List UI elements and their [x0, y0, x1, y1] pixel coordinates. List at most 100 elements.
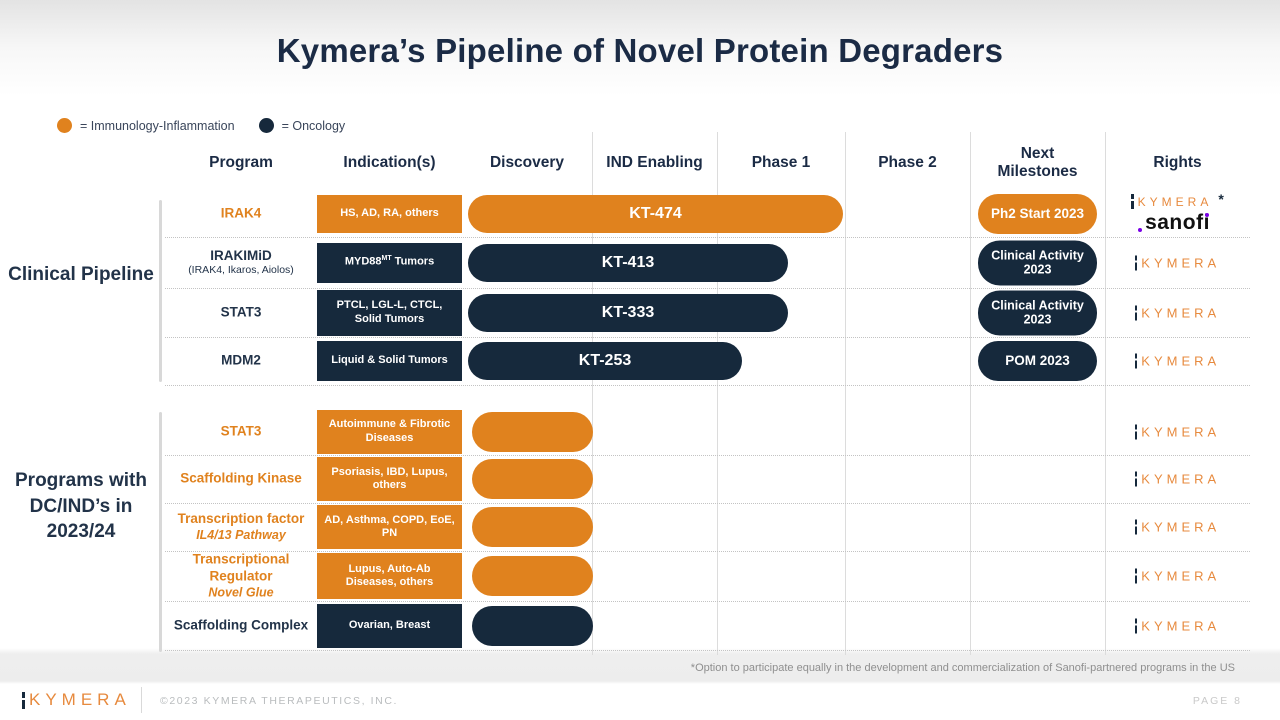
- row-separator: [165, 337, 1250, 338]
- pipeline-row-stat3-preclinical: STAT3 Autoimmune & Fibrotic Diseases KYM…: [0, 408, 1280, 455]
- indication-box: Ovarian, Breast: [317, 603, 462, 648]
- kymera-logo: KYMERA: [1134, 424, 1220, 439]
- discovery-pill: [472, 556, 593, 596]
- row-separator: [165, 650, 1250, 651]
- kymera-logo: KYMERA: [1134, 353, 1220, 369]
- sanofi-logo: sanofi: [1138, 210, 1210, 234]
- column-header-ind-enabling: IND Enabling: [606, 154, 703, 172]
- indication-box: PTCL, LGL-L, CTCL, Solid Tumors: [317, 289, 462, 336]
- column-header-next-milestones: Next Milestones: [997, 145, 1078, 180]
- grid-vline: [970, 132, 971, 655]
- row-separator: [165, 385, 1250, 386]
- pipeline-bar-kt253: KT-253: [468, 342, 742, 380]
- milestone-pill: Clinical Activity 2023: [978, 240, 1097, 285]
- kymera-mark-icon: [1134, 255, 1138, 270]
- immunology-dot-icon: [57, 118, 72, 133]
- column-header-discovery: Discovery: [489, 154, 565, 172]
- kymera-mark-icon: [1134, 305, 1138, 320]
- section-label-dc-ind-programs: Programs with DC/IND’s in 2023/24: [15, 470, 147, 543]
- section-divider: [159, 412, 162, 652]
- pipeline-bar-kt413: KT-413: [468, 243, 788, 282]
- discovery-pill: [472, 605, 593, 646]
- indication-box: Psoriasis, IBD, Lupus, others: [317, 457, 462, 501]
- pipeline-row-scaffolding-complex: Scaffolding Complex Ovarian, Breast KYME…: [0, 601, 1280, 650]
- indication-box: Liquid & Solid Tumors: [317, 341, 462, 381]
- discovery-pill: [472, 507, 593, 547]
- rights-cell: KYMERA: [1105, 305, 1250, 320]
- row-separator: [165, 551, 1250, 552]
- indication-box: Autoimmune & Fibrotic Diseases: [317, 409, 462, 454]
- column-header-indications: Indication(s): [343, 154, 436, 172]
- pipeline-bar-kt474: KT-474: [468, 195, 843, 233]
- grid-vline: [717, 132, 718, 655]
- kymera-mark-icon: [1134, 568, 1138, 584]
- rights-cell: KYMERA * sanofi: [1105, 184, 1250, 244]
- program-label: STAT3: [220, 423, 262, 439]
- discovery-pill: [472, 411, 593, 452]
- row-separator: [165, 455, 1250, 456]
- program-label: IRAK4: [220, 205, 262, 221]
- column-header-rights: Rights: [1153, 154, 1202, 172]
- row-separator: [165, 503, 1250, 504]
- kymera-logo: KYMERA: [1134, 471, 1220, 487]
- row-separator: [165, 288, 1250, 289]
- grid-vline: [845, 132, 846, 655]
- pipeline-row-stat3-clinical: STAT3 PTCL, LGL-L, CTCL, Solid Tumors KT…: [0, 288, 1280, 337]
- rights-cell: KYMERA: [1105, 424, 1250, 439]
- sanofi-option-asterisk: *: [1218, 190, 1224, 207]
- rights-cell: KYMERA: [1105, 255, 1250, 270]
- kymera-logo: KYMERA: [1134, 519, 1220, 535]
- legend-oncology-label: = Oncology: [281, 118, 346, 133]
- program-label: Scaffolding Kinase: [180, 470, 302, 486]
- rights-cell: KYMERA: [1105, 471, 1250, 487]
- pipeline-row-irakimid: IRAKIMiD (IRAK4, Ikaros, Aiolos) MYD88MT…: [0, 237, 1280, 288]
- grid-vline: [592, 132, 593, 655]
- section-divider: [159, 200, 162, 382]
- kymera-mark-icon: [1134, 618, 1138, 633]
- discovery-pill: [472, 459, 593, 499]
- kymera-logo: KYMERA: [1134, 255, 1220, 270]
- legend-oncology: = Oncology: [258, 118, 346, 133]
- kymera-mark-icon: [22, 691, 25, 709]
- milestone-pill: POM 2023: [978, 341, 1097, 381]
- milestone-pill: Ph2 Start 2023: [978, 194, 1097, 234]
- section-label-clinical-pipeline: Clinical Pipeline: [8, 264, 154, 285]
- program-label: Transcription factor IL4/13 Pathway: [177, 510, 305, 542]
- footer-copyright: ©2023 KYMERA THERAPEUTICS, INC.: [160, 695, 399, 707]
- kymera-footer-logo: KYMERA: [22, 690, 131, 710]
- kymera-mark-icon: [1134, 519, 1138, 535]
- oncology-dot-icon: [258, 118, 274, 133]
- footnote: *Option to participate equally in the de…: [690, 662, 1235, 674]
- pipeline-row-scaffolding-kinase: Scaffolding Kinase Psoriasis, IBD, Lupus…: [0, 455, 1280, 503]
- rights-cell: KYMERA: [1105, 568, 1250, 584]
- kymera-mark-icon: [1134, 424, 1138, 439]
- indication-box: AD, Asthma, COPD, EoE, PN: [317, 505, 462, 549]
- rights-cell: KYMERA: [1105, 519, 1250, 535]
- column-header-program: Program: [209, 154, 273, 172]
- pipeline-row-mdm2: MDM2 Liquid & Solid Tumors KT-253 POM 20…: [0, 337, 1280, 385]
- rights-cell: KYMERA: [1105, 618, 1250, 633]
- indication-box: Lupus, Auto-Ab Diseases, others: [317, 553, 462, 599]
- indication-box: HS, AD, RA, others: [317, 195, 462, 233]
- kymera-mark-icon: [1131, 194, 1134, 209]
- program-label: IRAKIMiD (IRAK4, Ikaros, Aiolos): [188, 247, 294, 277]
- row-separator: [165, 237, 1250, 238]
- footer: KYMERA ©2023 KYMERA THERAPEUTICS, INC. P…: [0, 682, 1280, 720]
- grid-vline: [1105, 132, 1106, 655]
- kymera-logo: KYMERA: [1134, 568, 1220, 584]
- footer-separator: [141, 687, 142, 713]
- kymera-logo: KYMERA: [1134, 618, 1220, 633]
- pipeline-row-irak4: IRAK4 HS, AD, RA, others KT-474 Ph2 Star…: [0, 191, 1280, 237]
- legend: = Immunology-Inflammation = Oncology: [57, 118, 359, 133]
- pipeline-row-transcriptional-regulator: Transcriptional Regulator Novel Glue Lup…: [0, 551, 1280, 601]
- legend-immunology-label: = Immunology-Inflammation: [80, 118, 235, 133]
- kymera-mark-icon: [1134, 471, 1138, 487]
- page-title: Kymera’s Pipeline of Novel Protein Degra…: [276, 32, 1004, 69]
- program-label: STAT3: [220, 304, 262, 320]
- column-header-phase1: Phase 1: [751, 154, 811, 172]
- kymera-mark-icon: [1134, 353, 1138, 369]
- program-label: Scaffolding Complex: [173, 617, 309, 633]
- indication-box: MYD88MT Tumors: [317, 242, 462, 283]
- row-separator: [165, 601, 1250, 602]
